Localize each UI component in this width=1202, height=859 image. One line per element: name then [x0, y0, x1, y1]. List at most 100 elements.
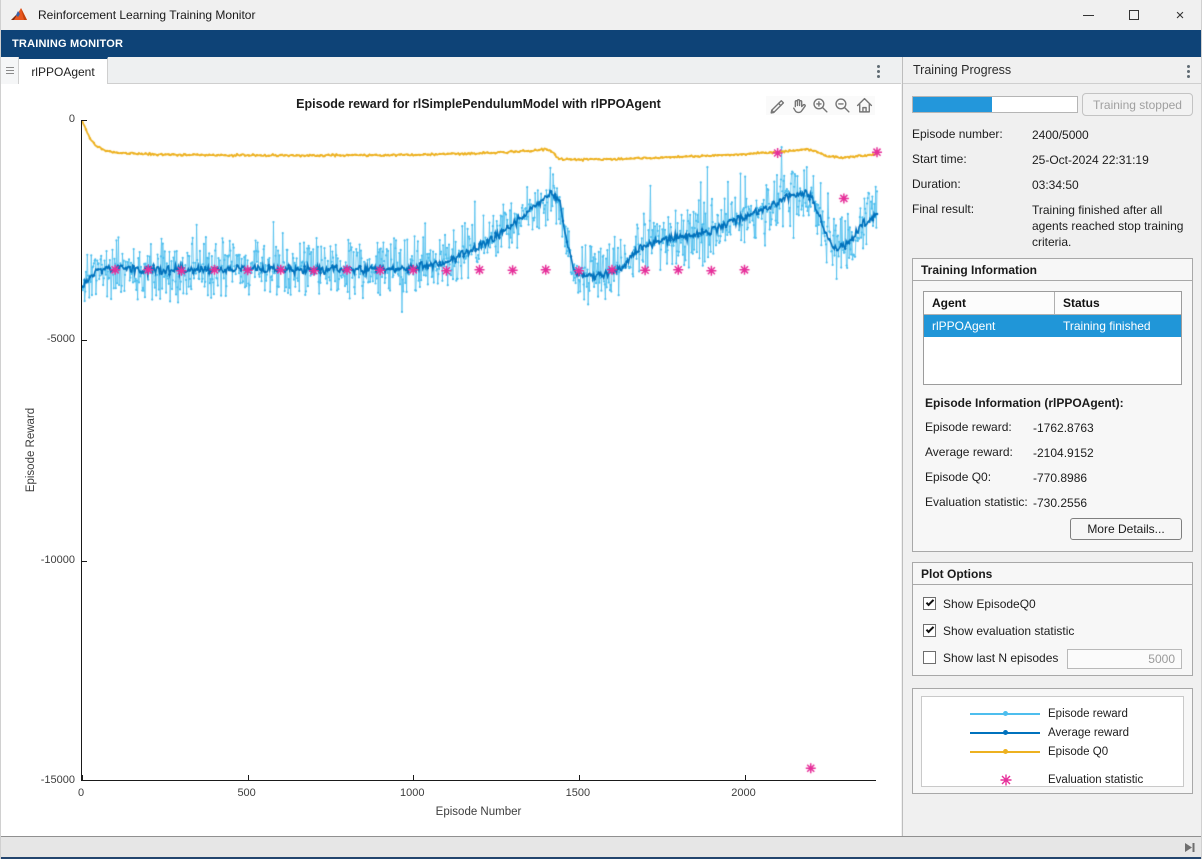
legend-dot-icon [1003, 749, 1008, 754]
checkbox-label-2: Show last N episodes [943, 651, 1058, 665]
training-progress-panel: Training Progress Training stopped Episo… [902, 57, 1202, 836]
tab-menu-kebab-icon[interactable] [871, 62, 885, 80]
x-tick-label: 1500 [550, 787, 606, 799]
checkbox-row-1: Show evaluation statistic [923, 622, 1192, 639]
panel-menu-kebab-icon[interactable] [1181, 62, 1195, 80]
y-tick-label: -5000 [17, 333, 75, 345]
ribbon-bar: TRAINING MONITOR [1, 30, 1202, 57]
progress-field-row: Final result:Training finished after all… [912, 202, 1196, 250]
y-tick-mark [82, 780, 87, 781]
episode-field-value: -730.2556 [1033, 495, 1185, 511]
checkbox-2[interactable] [923, 651, 936, 664]
legend-item: Episode reward [922, 704, 1183, 723]
plot-options-box: Plot Options Show EpisodeQ0 Show evaluati… [912, 562, 1193, 676]
legend-item: Average reward [922, 723, 1183, 742]
episode-field-value: -1762.8763 [1033, 420, 1185, 436]
y-tick-mark [82, 340, 87, 341]
progress-bar-fill [913, 97, 992, 112]
checkbox-label-1: Show evaluation statistic [943, 624, 1074, 638]
legend: Episode reward Average reward Episode Q0 Ev… [921, 696, 1184, 787]
episode-field-value: -770.8986 [1033, 470, 1185, 486]
maximize-button[interactable] [1111, 0, 1157, 30]
panel-title: Training Progress [913, 63, 1011, 77]
tab-strip: rlPPOAgent [1, 57, 901, 84]
legend-label: Average reward [1048, 727, 1129, 739]
legend-dot-icon [1003, 730, 1008, 735]
plot-options-title: Plot Options [913, 563, 1192, 585]
training-information-title: Training Information [913, 259, 1192, 281]
episode-field-row: Evaluation statistic:-730.2556 [925, 495, 1185, 511]
status-bar [1, 836, 1202, 857]
progress-field-row: Start time:25-Oct-2024 22:31:19 [912, 152, 1196, 168]
window-title: Reinforcement Learning Training Monitor [38, 8, 255, 22]
legend-dot-icon [1003, 711, 1008, 716]
y-tick-label: -10000 [17, 554, 75, 566]
app-window: Reinforcement Learning Training Monitor … [0, 0, 1202, 859]
check-icon [926, 598, 934, 606]
x-tick-mark [579, 775, 580, 780]
check-icon [926, 625, 934, 633]
close-icon: × [1176, 8, 1185, 23]
y-tick-mark [82, 561, 87, 562]
episode-field-label: Episode reward: [925, 420, 1033, 436]
checkbox-row-0: Show EpisodeQ0 [923, 595, 1192, 612]
table-cell-status: Training finished [1055, 315, 1181, 337]
progress-field-label: Episode number: [912, 127, 1032, 143]
brush-icon[interactable] [768, 97, 785, 114]
progress-field-label: Final result: [912, 202, 1032, 250]
progress-field-label: Start time: [912, 152, 1032, 168]
tab-rlppoagent[interactable]: rlPPOAgent [19, 57, 108, 84]
minimize-button[interactable] [1065, 0, 1111, 30]
training-stopped-button[interactable]: Training stopped [1082, 93, 1193, 116]
collapse-panel-icon[interactable] [1183, 841, 1196, 854]
progress-field-row: Episode number:2400/5000 [912, 127, 1196, 143]
progress-field-value: 03:34:50 [1032, 177, 1196, 193]
table-header-agent: Agent [924, 292, 1055, 314]
zoom-out-icon[interactable] [834, 97, 851, 114]
episode-field-value: -2104.9152 [1033, 445, 1185, 461]
legend-item: Evaluation statistic [922, 770, 1183, 789]
legend-label: Episode Q0 [1048, 746, 1108, 758]
more-details-button[interactable]: More Details... [1070, 518, 1182, 540]
table-cell-agent: rlPPOAgent [924, 315, 1055, 337]
title-bar: Reinforcement Learning Training Monitor … [1, 0, 1202, 30]
table-row[interactable]: rlPPOAgentTraining finished [924, 315, 1181, 337]
ribbon-tab-training-monitor[interactable]: TRAINING MONITOR [12, 38, 123, 50]
legend-asterisk-icon [1000, 773, 1012, 785]
table-header-status: Status [1055, 292, 1181, 314]
y-tick-label: 0 [17, 113, 75, 125]
legend-box: Episode reward Average reward Episode Q0 Ev… [912, 688, 1193, 794]
episode-field-row: Episode Q0:-770.8986 [925, 470, 1185, 486]
chart-canvas[interactable] [82, 120, 883, 781]
legend-marker [922, 704, 1040, 723]
tab-label: rlPPOAgent [31, 65, 94, 79]
chart-title: Episode reward for rlSimplePendulumModel… [81, 97, 876, 111]
close-button[interactable]: × [1157, 0, 1202, 30]
episode-field-row: Episode reward:-1762.8763 [925, 420, 1185, 436]
checkbox-1[interactable] [923, 624, 936, 637]
episode-field-label: Episode Q0: [925, 470, 1033, 486]
progress-bar [912, 96, 1078, 113]
episode-information-title: Episode Information (rlPPOAgent): [925, 396, 1124, 410]
zoom-in-icon[interactable] [812, 97, 829, 114]
x-tick-label: 0 [53, 787, 109, 799]
x-tick-label: 2000 [716, 787, 772, 799]
tab-list-button[interactable] [1, 57, 19, 84]
home-icon[interactable] [856, 97, 873, 114]
y-tick-mark [82, 120, 87, 121]
x-tick-mark [413, 775, 414, 780]
matlab-logo-icon [11, 7, 30, 23]
agent-status-table: AgentStatusrlPPOAgentTraining finished [923, 291, 1182, 385]
episode-information-fields: Episode reward:-1762.8763Average reward:… [925, 420, 1185, 520]
training-information-box: Training Information AgentStatusrlPPOAge… [912, 258, 1193, 552]
episode-field-label: Evaluation statistic: [925, 495, 1033, 511]
legend-item: Episode Q0 [922, 742, 1183, 761]
minimize-icon [1083, 15, 1094, 16]
checkbox-0[interactable] [923, 597, 936, 610]
progress-field-value: 2400/5000 [1032, 127, 1196, 143]
last-n-episodes-input[interactable] [1067, 649, 1182, 669]
progress-field-label: Duration: [912, 177, 1032, 193]
pan-icon[interactable] [790, 97, 807, 114]
plot-area[interactable] [81, 120, 876, 781]
panel-header: Training Progress [903, 57, 1202, 84]
